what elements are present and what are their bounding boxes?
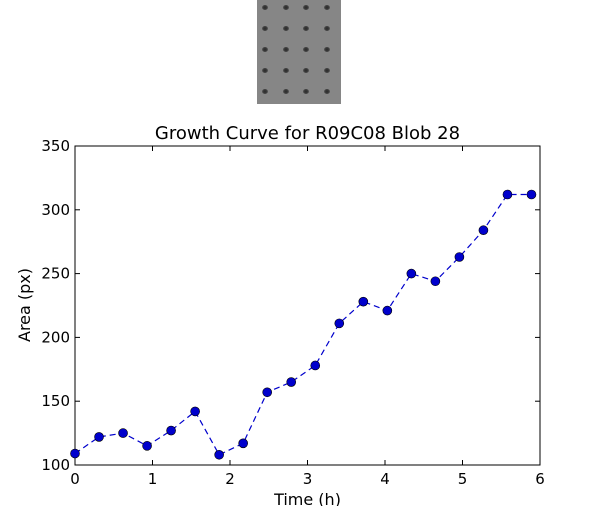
y-axis-label: Area (px)	[15, 268, 34, 342]
data-point	[358, 296, 369, 307]
thumbnail-dot	[282, 47, 289, 52]
data-point	[190, 406, 200, 417]
thumbnail-dot	[323, 26, 330, 31]
thumbnail-dot	[262, 89, 268, 94]
y-tick-label: 100	[41, 456, 70, 474]
data-point	[262, 387, 273, 398]
data-point	[94, 432, 104, 442]
chart-title: Growth Curve for R09C08 Blob 28	[155, 123, 460, 144]
axes: 0 1 2 3 4 5 6 100 150 200 250 300 350	[41, 137, 544, 488]
y-tick-label: 200	[41, 328, 70, 346]
thumbnail-dot	[303, 68, 309, 73]
data-point	[166, 425, 176, 436]
thumbnail-dot	[323, 89, 330, 94]
thumbnail-dot	[323, 68, 330, 73]
data-point	[142, 441, 152, 451]
thumbnail-dot	[262, 5, 268, 10]
y-tick-label: 300	[41, 201, 70, 219]
thumbnail-dot	[303, 26, 309, 31]
x-tick-label: 3	[303, 470, 313, 488]
thumbnail-dot	[303, 5, 309, 10]
thumbnail-dot	[282, 89, 289, 94]
colony-thumbnail-image	[257, 0, 341, 104]
x-tick-label: 4	[380, 470, 390, 488]
data-point	[118, 428, 128, 438]
data-point	[382, 305, 393, 316]
data-point	[70, 448, 80, 459]
data-point	[238, 438, 248, 449]
series-group	[70, 189, 537, 460]
thumbnail-dot	[282, 68, 289, 73]
data-point	[430, 276, 441, 287]
data-point	[454, 252, 465, 262]
data-point	[214, 449, 224, 460]
data-point	[406, 268, 417, 279]
y-tick-label: 350	[41, 137, 70, 155]
thumbnail-dot	[282, 26, 289, 31]
thumbnail-dot	[262, 26, 268, 31]
thumbnail-dot	[323, 47, 330, 52]
data-point	[502, 189, 513, 200]
data-point	[526, 189, 537, 200]
x-tick-label: 0	[70, 470, 80, 488]
x-tick-label: 6	[535, 470, 545, 488]
y-tick-label: 150	[41, 392, 70, 410]
x-tick-label: 5	[458, 470, 468, 488]
series-line	[74, 193, 532, 456]
data-point	[286, 377, 297, 387]
plot-area-frame	[74, 145, 541, 466]
x-tick-label: 1	[148, 470, 158, 488]
x-tick-label: 2	[225, 470, 235, 488]
data-point	[334, 318, 345, 329]
thumbnail-dot	[303, 47, 309, 52]
thumbnail-dot	[262, 68, 268, 73]
thumbnail-dot	[262, 47, 268, 52]
y-tick-label: 250	[41, 265, 70, 283]
thumbnail-dot	[282, 5, 289, 10]
thumbnail-dot	[303, 89, 309, 94]
data-point	[310, 360, 321, 371]
thumbnail-dot	[323, 5, 330, 10]
data-point	[478, 225, 489, 236]
x-axis-label: Time (h)	[273, 490, 341, 506]
